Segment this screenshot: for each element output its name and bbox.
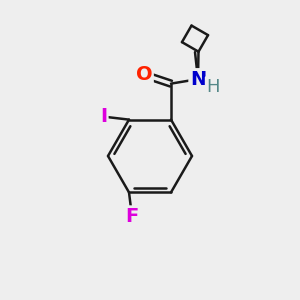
Text: H: H — [206, 78, 220, 96]
Text: O: O — [136, 65, 152, 84]
Text: F: F — [125, 207, 139, 226]
Text: N: N — [190, 70, 206, 88]
Text: I: I — [100, 107, 107, 126]
